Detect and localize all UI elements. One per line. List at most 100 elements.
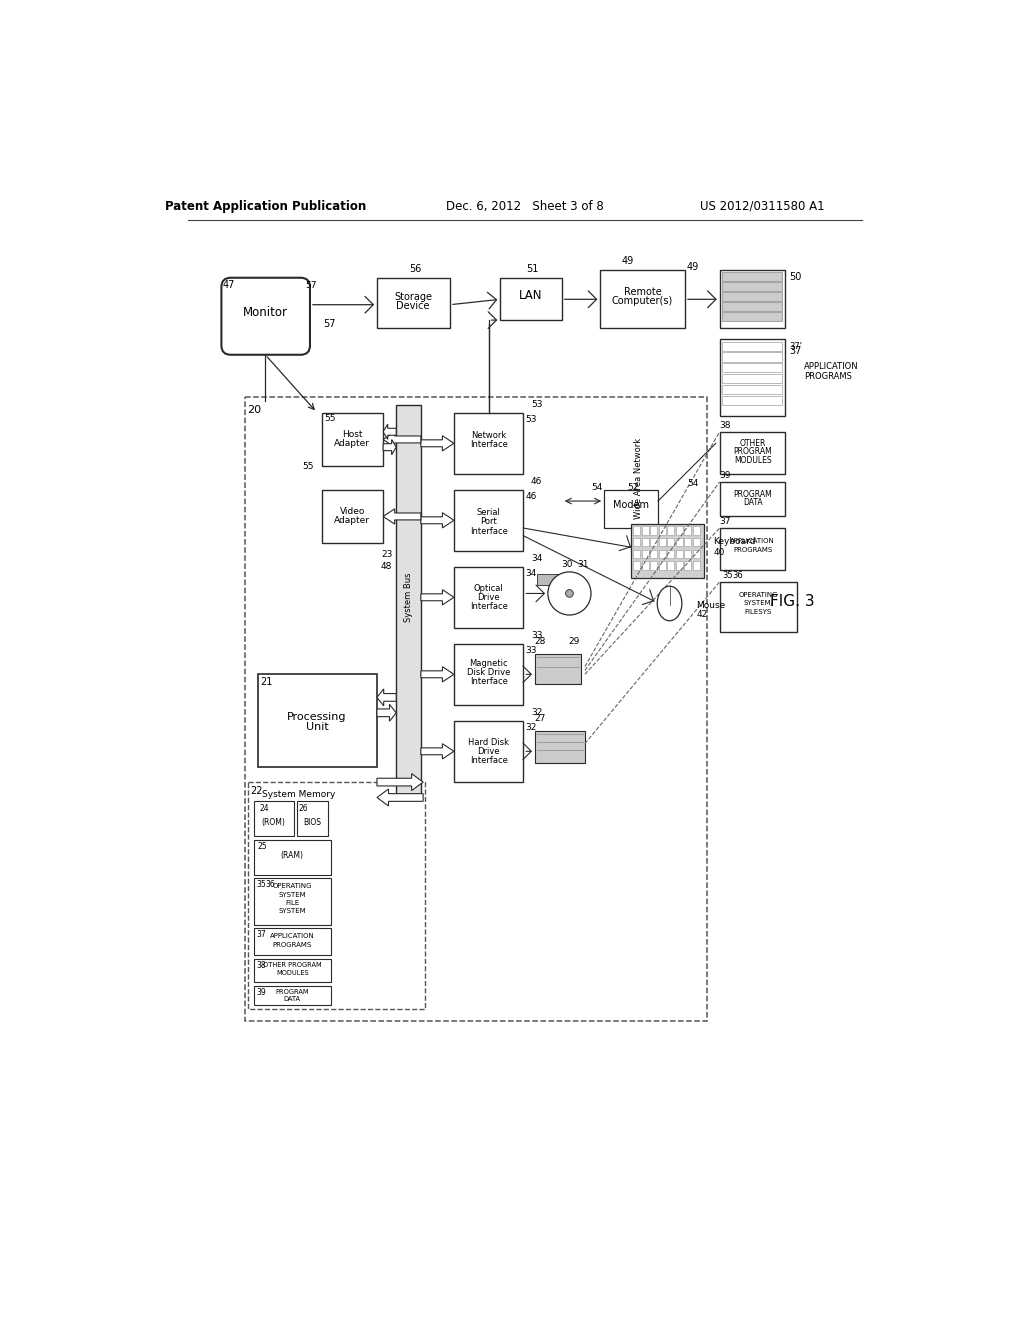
Text: LAN: LAN <box>519 289 543 302</box>
FancyArrow shape <box>377 689 396 706</box>
Text: Adapter: Adapter <box>334 516 371 525</box>
Bar <box>454 412 523 474</box>
FancyArrow shape <box>421 436 454 451</box>
Bar <box>692 527 699 535</box>
Text: 37': 37' <box>788 342 802 351</box>
Bar <box>676 561 683 570</box>
Text: FILE: FILE <box>285 900 299 906</box>
FancyArrow shape <box>421 590 454 605</box>
Bar <box>720 271 785 327</box>
Bar <box>684 549 691 558</box>
Bar <box>722 396 782 405</box>
Text: PROGRAMS: PROGRAMS <box>272 941 312 948</box>
Text: 49: 49 <box>622 256 634 267</box>
Bar <box>600 271 685 327</box>
Text: 34: 34 <box>525 569 537 578</box>
Bar <box>322 412 383 466</box>
Bar <box>604 490 658 528</box>
Bar <box>676 527 683 535</box>
Text: 32: 32 <box>531 708 543 717</box>
Text: PROGRAMS: PROGRAMS <box>804 372 852 380</box>
Text: Optical: Optical <box>474 583 504 593</box>
Text: Disk Drive: Disk Drive <box>467 668 510 677</box>
Ellipse shape <box>657 586 682 620</box>
Bar <box>650 539 657 546</box>
Text: Remote: Remote <box>624 286 662 297</box>
Text: Dec. 6, 2012   Sheet 3 of 8: Dec. 6, 2012 Sheet 3 of 8 <box>445 199 604 213</box>
Bar <box>254 801 294 836</box>
Text: 37: 37 <box>256 929 266 939</box>
Bar <box>631 524 705 578</box>
Bar <box>720 482 785 516</box>
Bar <box>454 644 523 705</box>
Bar <box>634 549 640 558</box>
Bar <box>668 549 674 558</box>
Text: DATA: DATA <box>284 997 301 1002</box>
Bar <box>535 653 581 684</box>
Bar <box>720 339 785 416</box>
Text: 57: 57 <box>306 281 317 290</box>
Bar <box>254 840 331 874</box>
Text: Patent Application Publication: Patent Application Publication <box>165 199 366 213</box>
Text: US 2012/0311580 A1: US 2012/0311580 A1 <box>699 199 824 213</box>
Bar <box>254 986 331 1006</box>
FancyArrow shape <box>421 743 454 759</box>
Text: 32: 32 <box>525 723 537 731</box>
Text: Drive: Drive <box>477 593 500 602</box>
Text: 27: 27 <box>535 714 546 723</box>
Bar <box>720 582 797 632</box>
Text: OPERATING: OPERATING <box>738 591 778 598</box>
Bar <box>722 385 782 395</box>
Text: 47: 47 <box>223 280 236 290</box>
Text: 33: 33 <box>525 645 537 655</box>
Bar <box>454 566 523 628</box>
Bar <box>668 539 674 546</box>
Text: 50: 50 <box>788 272 802 282</box>
Bar <box>254 960 331 982</box>
Text: 42: 42 <box>696 610 708 619</box>
Text: 28: 28 <box>535 636 546 645</box>
Bar <box>720 432 785 474</box>
Bar <box>658 539 666 546</box>
Text: Interface: Interface <box>470 756 508 766</box>
Text: 31: 31 <box>578 560 589 569</box>
Text: Computer(s): Computer(s) <box>612 296 673 306</box>
Bar <box>722 363 782 372</box>
Bar <box>538 574 580 585</box>
FancyArrow shape <box>377 789 423 807</box>
Text: System Memory: System Memory <box>262 789 335 799</box>
Text: 21: 21 <box>260 677 272 686</box>
Text: Mouse: Mouse <box>696 601 726 610</box>
FancyArrow shape <box>383 424 396 440</box>
Text: OTHER: OTHER <box>739 438 766 447</box>
Text: 24: 24 <box>260 804 269 813</box>
Text: Port: Port <box>480 517 497 527</box>
Bar <box>658 527 666 535</box>
FancyArrow shape <box>383 440 396 455</box>
Bar <box>668 561 674 570</box>
Text: PROGRAMS: PROGRAMS <box>733 546 772 553</box>
Bar <box>634 539 640 546</box>
Bar <box>634 527 640 535</box>
Text: 54: 54 <box>591 483 602 492</box>
Text: 35: 35 <box>722 572 732 581</box>
Text: 48: 48 <box>381 562 392 572</box>
Text: 37: 37 <box>720 517 731 527</box>
Bar <box>676 539 683 546</box>
Bar <box>377 277 451 327</box>
Text: Network: Network <box>471 432 506 440</box>
Bar <box>642 527 649 535</box>
Bar <box>650 527 657 535</box>
Text: 55: 55 <box>302 462 313 471</box>
Text: FIG. 3: FIG. 3 <box>770 594 815 609</box>
Bar <box>692 549 699 558</box>
Text: OPERATING: OPERATING <box>272 883 312 890</box>
Bar <box>684 527 691 535</box>
Text: Interface: Interface <box>470 441 508 449</box>
Text: 34: 34 <box>531 553 543 562</box>
Bar <box>634 561 640 570</box>
Text: PROGRAM: PROGRAM <box>733 490 772 499</box>
Bar <box>245 397 707 1020</box>
Bar <box>396 405 421 797</box>
Text: DATA: DATA <box>742 498 763 507</box>
